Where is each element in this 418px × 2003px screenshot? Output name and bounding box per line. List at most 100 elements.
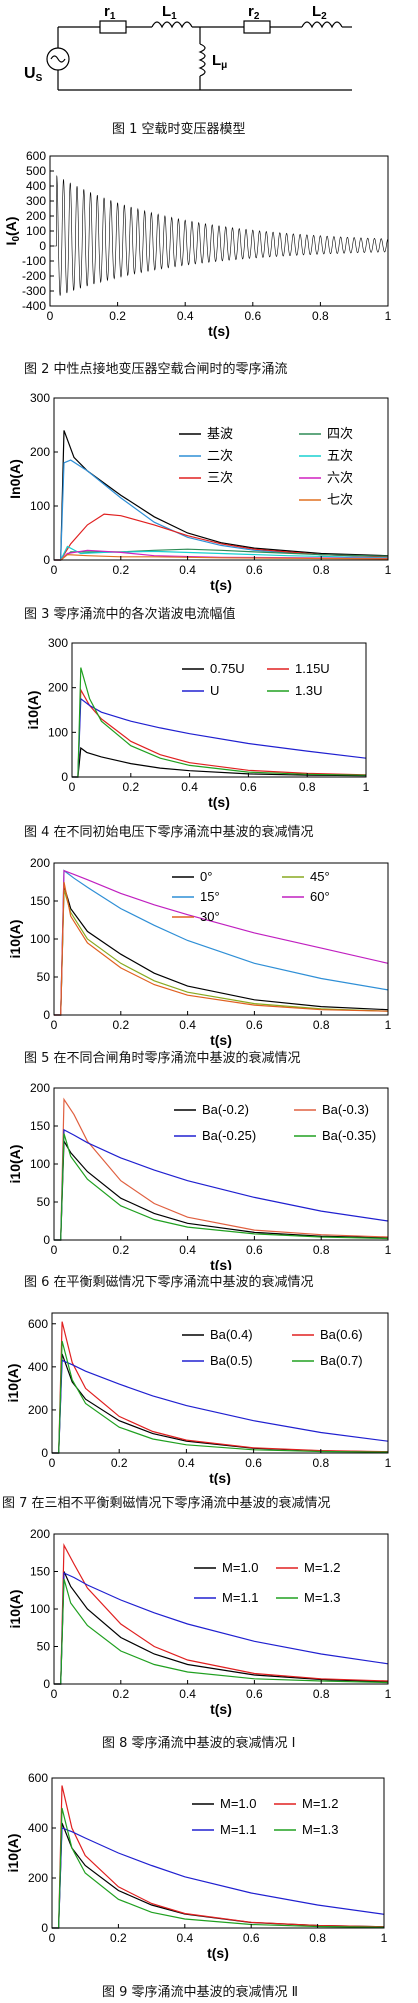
legend: 0.75U 1.15U U 1.3U — [182, 661, 330, 698]
legend-label: 二次 — [207, 448, 233, 463]
figure-5-caption: 图 5 在不同合闸角时零序涌流中基波的衰减情况 — [24, 1051, 301, 1066]
y-axis-label: i10(A) — [5, 1834, 21, 1873]
y-axis-label: i10(A) — [7, 1145, 23, 1184]
y-tick-label: 400 — [26, 179, 46, 193]
transformer-circuit-diagram: r1 L1 r2 L2 Lμ US — [24, 3, 352, 91]
legend-label: 0.75U — [210, 661, 245, 676]
series-line-基波 — [54, 430, 389, 561]
y-tick-label: 200 — [26, 209, 46, 223]
legend-label: 0° — [200, 869, 212, 884]
l2-inductor — [301, 21, 343, 29]
x-tick-label: 0.8 — [313, 563, 330, 577]
x-axis-label: t(s) — [208, 794, 230, 810]
y-tick-label: 600 — [28, 1771, 48, 1785]
y-axis-label: i10(A) — [7, 920, 23, 959]
legend-label: M=1.0 — [222, 1560, 259, 1575]
x-tick-label: 0.2 — [110, 1931, 127, 1945]
y-axis-label: I0(A) — [3, 217, 22, 246]
series-line-二次 — [54, 459, 389, 561]
legend-label: Ba(0.4) — [210, 1327, 253, 1342]
series-line-0.75U — [72, 746, 367, 778]
legend: M=1.0 M=1.2 M=1.1 M=1.3 — [192, 1796, 339, 1837]
y-tick-label: 200 — [30, 445, 50, 459]
x-tick-label: 0.4 — [178, 1456, 195, 1470]
x-tick-label: 1 — [385, 1243, 392, 1257]
plot-frame — [53, 1533, 389, 1685]
x-tick-label: 0.8 — [313, 1243, 330, 1257]
series-group — [54, 869, 389, 1016]
y-tick-label: 300 — [26, 194, 46, 208]
x-tick-label: 0.8 — [313, 1018, 330, 1032]
y-tick-label: 200 — [30, 1527, 50, 1541]
legend-label: M=1.2 — [302, 1796, 339, 1811]
x-tick-label: 0 — [47, 309, 54, 323]
legend: Ba(0.4) Ba(0.6) Ba(0.5) Ba(0.7) — [182, 1327, 363, 1368]
series-line-Ba(0.4) — [52, 1353, 389, 1454]
lmu-inductor — [198, 43, 206, 77]
x-tick-label: 0.2 — [122, 780, 139, 794]
figure-9-caption: 图 9 零序涌流中基波的衰减情况 Ⅱ — [102, 1985, 299, 2000]
y-tick-label: 50 — [37, 1640, 51, 1654]
y-tick-label: 50 — [37, 1195, 51, 1209]
y-tick-label: 400 — [28, 1360, 48, 1374]
l1-label: L1 — [162, 3, 177, 22]
legend-label: 1.3U — [295, 683, 322, 698]
y-tick-label: 0 — [61, 770, 68, 784]
x-tick-label: 0.6 — [240, 780, 257, 794]
series-group — [50, 175, 389, 296]
y-tick-label: 150 — [30, 1119, 50, 1133]
legend-label: Ba(-0.25) — [202, 1128, 256, 1143]
legend-label: 三次 — [207, 470, 233, 485]
series-line-1.3U — [72, 667, 367, 778]
l1-inductor — [151, 21, 193, 29]
figure-7-caption: 图 7 在三相不平衡剩磁情况下零序涌流中基波的衰减情况 — [2, 1496, 331, 1511]
legend-label: 基波 — [207, 426, 233, 441]
x-tick-label: 0.4 — [179, 563, 196, 577]
legend-label: 四次 — [327, 426, 353, 441]
x-tick-label: 0 — [51, 1243, 58, 1257]
y-tick-label: -100 — [22, 254, 46, 268]
series-group — [54, 1097, 389, 1241]
series-line-Ba(-0.35) — [54, 1133, 389, 1241]
x-tick-label: 0.6 — [243, 1931, 260, 1945]
x-tick-label: 0.4 — [177, 309, 194, 323]
y-tick-label: 200 — [30, 856, 50, 870]
x-tick-label: 0.6 — [246, 563, 263, 577]
series-group — [54, 1543, 389, 1685]
x-tick-label: 1 — [385, 309, 392, 323]
plot-frame — [53, 862, 389, 1016]
series-group — [54, 430, 389, 561]
legend-label: M=1.0 — [220, 1796, 257, 1811]
x-tick-label: 1 — [385, 1687, 392, 1701]
legend-label: U — [210, 683, 219, 698]
legend-label: Ba(-0.2) — [202, 1102, 249, 1117]
x-tick-label: 0.8 — [312, 1456, 329, 1470]
x-tick-label: 0.4 — [179, 1243, 196, 1257]
x-tick-label: 0.4 — [181, 780, 198, 794]
legend: Ba(-0.2) Ba(-0.3) Ba(-0.25) Ba(-0.35) — [174, 1102, 376, 1143]
legend-label: M=1.1 — [220, 1822, 257, 1837]
series-line-七次 — [54, 553, 389, 561]
series-line-0° — [54, 885, 389, 1016]
x-axis-label: t(s) — [210, 1701, 232, 1717]
y-tick-label: 100 — [30, 499, 50, 513]
y-tick-label: -400 — [22, 299, 46, 313]
x-tick-label: 0.6 — [246, 1243, 263, 1257]
x-tick-label: 0.8 — [299, 780, 316, 794]
y-tick-label: 0 — [43, 1008, 50, 1022]
y-tick-label: 100 — [26, 224, 46, 238]
x-tick-label: 0.6 — [246, 1018, 263, 1032]
series-group — [72, 667, 367, 778]
x-tick-label: 1 — [363, 780, 370, 794]
plot-frame — [51, 1312, 389, 1454]
y-tick-label: 400 — [28, 1821, 48, 1835]
x-tick-label: 0.8 — [309, 1931, 326, 1945]
y-tick-label: 0 — [41, 1921, 48, 1935]
lmu-label: Lμ — [212, 52, 227, 71]
legend-label: M=1.3 — [302, 1822, 339, 1837]
series-line-Ba(-0.2) — [54, 1139, 389, 1241]
legend-label: M=1.2 — [304, 1560, 341, 1575]
legend-label: M=1.1 — [222, 1590, 259, 1605]
y-axis-label: i10(A) — [5, 1364, 21, 1403]
